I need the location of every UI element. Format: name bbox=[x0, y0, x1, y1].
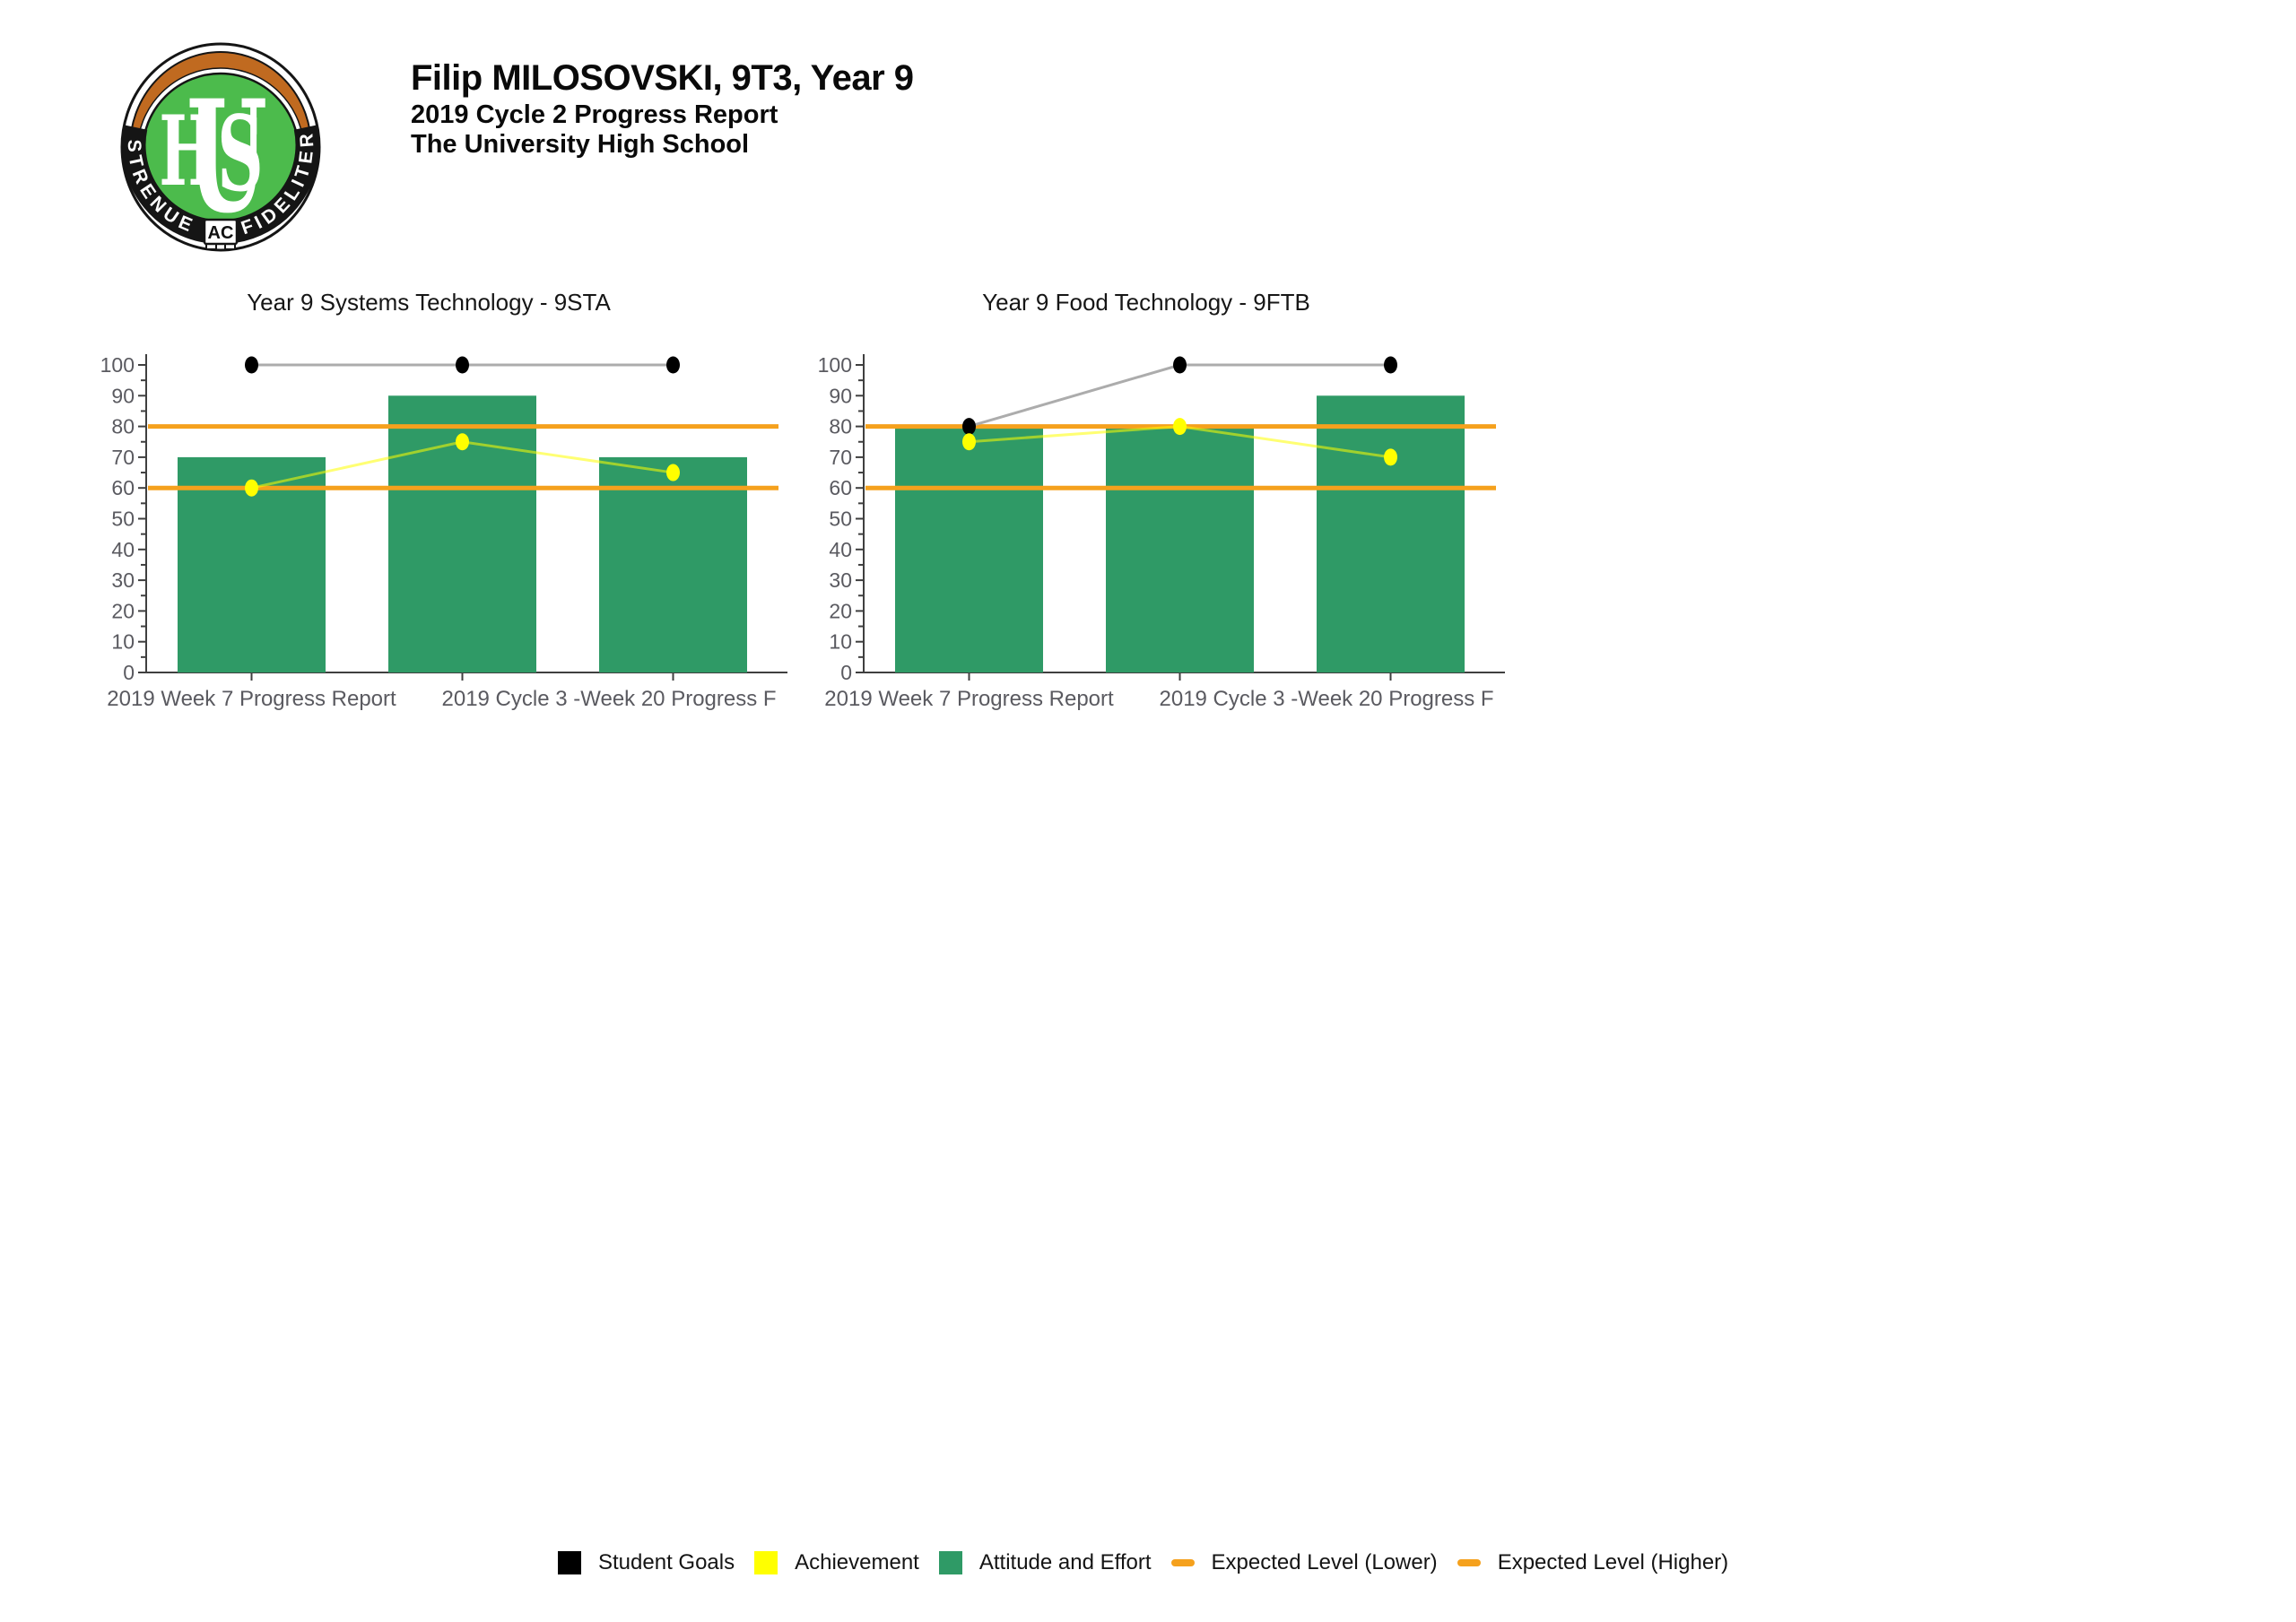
bar-attitude-and-effort bbox=[1106, 426, 1254, 672]
student-goals-dot bbox=[1384, 356, 1397, 374]
legend-square-swatch bbox=[558, 1551, 581, 1574]
chart-svg-food-technology: 0 10 20 30 40 50 60 70 80 90 100 2019 Week 7 Progre… bbox=[818, 353, 1505, 711]
achievement-dot bbox=[1173, 418, 1187, 436]
legend-label: Expected Level (Lower) bbox=[1211, 1550, 1438, 1574]
y-tick-label: 20 bbox=[111, 599, 135, 622]
achievement-dot bbox=[456, 433, 469, 451]
student-goals-dot bbox=[245, 356, 258, 374]
legend-label: Student Goals bbox=[598, 1550, 735, 1574]
y-tick-label: 90 bbox=[829, 384, 852, 407]
crest-ac-box bbox=[203, 218, 239, 246]
y-tick-label: 80 bbox=[111, 415, 135, 438]
monogram-letter-s: S bbox=[217, 93, 263, 215]
y-tick-label: 0 bbox=[840, 661, 852, 684]
y-tick-label: 100 bbox=[100, 353, 135, 377]
school-crest-logo: U H S STRENUE FIDELITER AC bbox=[120, 42, 321, 252]
legend-item: Student Goals bbox=[558, 1550, 735, 1575]
y-tick-label: 60 bbox=[829, 476, 852, 499]
legend-item: Expected Level (Higher) bbox=[1457, 1550, 1728, 1575]
legend-dash-swatch bbox=[1457, 1559, 1481, 1566]
legend-square-swatch bbox=[754, 1551, 778, 1574]
legend-label: Expected Level (Higher) bbox=[1497, 1550, 1729, 1574]
y-tick-label: 100 bbox=[818, 353, 852, 377]
y-tick-label: 10 bbox=[829, 630, 852, 654]
bar-attitude-and-effort bbox=[599, 456, 747, 672]
report-cycle-title: 2019 Cycle 2 Progress Report bbox=[411, 100, 778, 129]
report-header: Filip MILOSOVSKI, 9T3, Year 9 2019 Cycle… bbox=[411, 56, 914, 160]
legend-dash-swatch bbox=[1170, 1559, 1195, 1566]
monogram-letter-h: H bbox=[159, 95, 215, 208]
chart-svg-systems-technology: 0 10 20 30 40 50 60 70 80 90 100 2019 Week 7 Progre… bbox=[100, 353, 787, 711]
chart-systems-technology: Year 9 Systems Technology - 9STA 0 10 20 30… bbox=[97, 289, 814, 720]
bar-attitude-and-effort bbox=[895, 426, 1043, 672]
legend-label: Achievement bbox=[795, 1550, 919, 1574]
legend-item: Expected Level (Lower) bbox=[1170, 1550, 1438, 1575]
y-tick-label: 0 bbox=[123, 661, 135, 684]
x-tick-label: 2019 Cycle 3 -Week 20 Progress F bbox=[1160, 687, 1494, 711]
motto-ac: AC bbox=[208, 223, 234, 243]
y-tick-label: 30 bbox=[829, 568, 852, 592]
y-tick-label: 70 bbox=[829, 446, 852, 469]
legend-label: Attitude and Effort bbox=[978, 1550, 1152, 1574]
y-tick-label: 20 bbox=[829, 599, 852, 622]
student-goals-dot bbox=[456, 356, 469, 374]
achievement-dot bbox=[666, 464, 680, 481]
student-goals-dot bbox=[1173, 356, 1187, 374]
y-tick-label: 30 bbox=[111, 568, 135, 592]
y-tick-label: 70 bbox=[111, 446, 135, 469]
chart-legend: Student Goals Achievement Attitude and Eff… bbox=[558, 1550, 1728, 1575]
y-tick-label: 40 bbox=[829, 538, 852, 561]
legend-item: Achievement bbox=[754, 1550, 919, 1575]
chart-title: Year 9 Systems Technology - 9STA bbox=[247, 289, 611, 316]
y-tick-label: 50 bbox=[829, 507, 852, 531]
chart-food-technology: Year 9 Food Technology - 9FTB 0 10 20 30 40 5… bbox=[814, 289, 1532, 720]
y-tick-label: 50 bbox=[111, 507, 135, 531]
y-tick-label: 40 bbox=[111, 538, 135, 561]
y-tick-label: 60 bbox=[111, 476, 135, 499]
x-tick-label: 2019 Week 7 Progress Report bbox=[107, 687, 396, 711]
chart-title: Year 9 Food Technology - 9FTB bbox=[982, 289, 1310, 316]
legend-square-swatch bbox=[938, 1551, 962, 1574]
school-name-title: The University High School bbox=[411, 130, 750, 159]
student-goals-dot bbox=[666, 356, 680, 374]
x-tick-label: 2019 Cycle 3 -Week 20 Progress F bbox=[442, 687, 777, 711]
y-tick-label: 90 bbox=[111, 384, 135, 407]
achievement-dot bbox=[245, 479, 258, 497]
x-tick-label: 2019 Week 7 Progress Report bbox=[824, 687, 1114, 711]
student-goals-dot bbox=[962, 418, 976, 436]
y-tick-label: 80 bbox=[829, 415, 852, 438]
bar-attitude-and-effort bbox=[1317, 395, 1465, 672]
student-name-title: Filip MILOSOVSKI, 9T3, Year 9 bbox=[411, 58, 914, 98]
legend-item: Attitude and Effort bbox=[938, 1550, 1152, 1575]
achievement-dot bbox=[1384, 448, 1397, 466]
achievement-dot bbox=[962, 433, 976, 451]
y-tick-label: 10 bbox=[111, 630, 135, 654]
